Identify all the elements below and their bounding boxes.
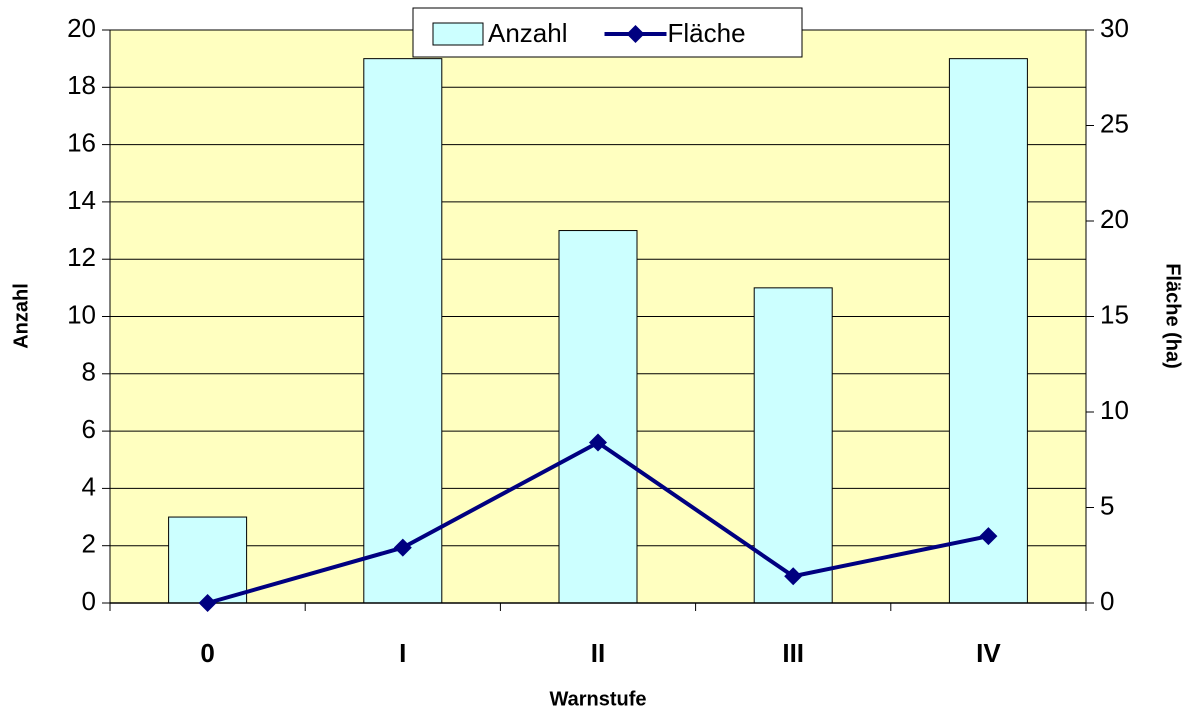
y2-tick-label: 30 (1100, 13, 1129, 43)
y-tick-label: 2 (82, 529, 96, 559)
y-tick-label: 18 (67, 70, 96, 100)
y-tick-label: 4 (82, 471, 96, 501)
marker (589, 433, 607, 452)
y-tick-label: 0 (82, 586, 96, 616)
y-tick-label: 8 (82, 357, 96, 387)
y2-tick-label: 20 (1100, 204, 1129, 234)
x-tick-label: I (399, 638, 406, 668)
x-tick-label: III (782, 638, 804, 668)
y2-tick-label: 25 (1100, 108, 1129, 138)
y-tick-label: 12 (67, 242, 96, 272)
bar (753, 287, 833, 604)
marker (784, 567, 803, 586)
y-tick-label: 6 (82, 414, 96, 444)
bar (168, 516, 248, 604)
legend-label: Fläche (668, 18, 746, 48)
marker (393, 538, 412, 557)
y2-tick-label: 0 (1100, 586, 1114, 616)
y-tick-label: 16 (67, 127, 96, 157)
y-tick-label: 20 (67, 13, 96, 43)
bar (558, 230, 638, 604)
x-axis-title: Warnstufe (549, 688, 646, 710)
y-tick-label: 14 (67, 185, 96, 215)
x-tick-label: II (591, 638, 605, 668)
legend-label: Anzahl (488, 18, 568, 48)
y2-tick-label: 5 (1100, 490, 1114, 520)
y2-tick-label: 15 (1100, 299, 1129, 329)
legend-swatch (432, 22, 484, 46)
y2-tick-label: 10 (1100, 395, 1129, 425)
marker (979, 527, 998, 546)
legend-marker (626, 25, 645, 43)
bar (363, 58, 443, 604)
bar (948, 58, 1028, 604)
marker (198, 594, 217, 612)
x-tick-label: 0 (200, 638, 214, 668)
x-tick-label: IV (976, 638, 1001, 668)
y2-axis-title: Fläche (ha) (1162, 263, 1184, 369)
y-axis-title: Anzahl (10, 283, 32, 349)
y-tick-label: 10 (67, 299, 96, 329)
